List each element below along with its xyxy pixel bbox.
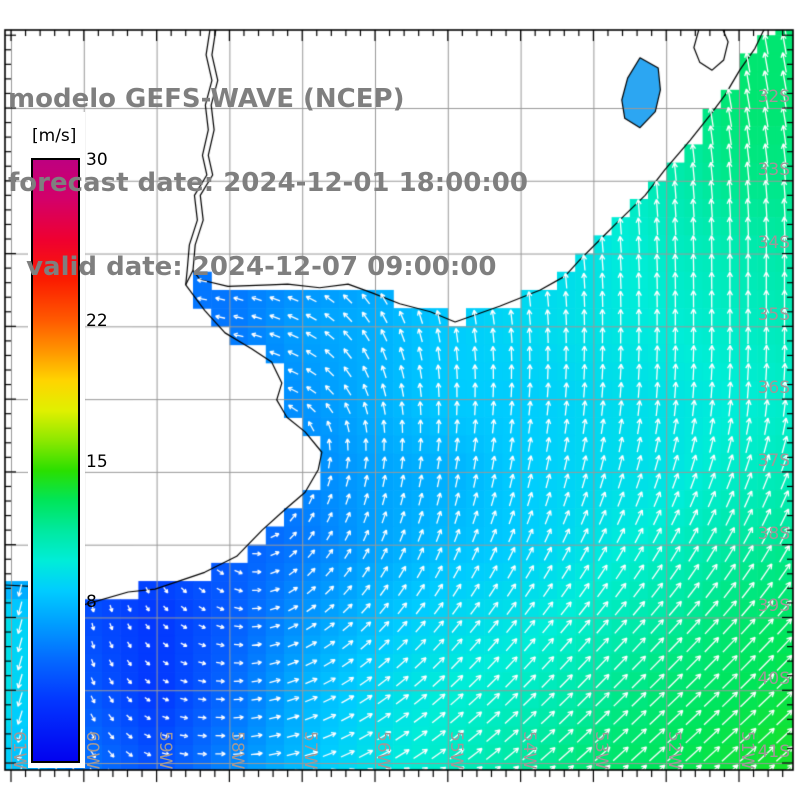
lon-label: 60W xyxy=(81,731,102,770)
lon-label: 61W xyxy=(9,731,29,770)
lat-label: 38S xyxy=(757,523,790,544)
colorbar-tick-label: 15 xyxy=(86,451,108,472)
colorbar-unit-label: [m/s] xyxy=(32,126,77,146)
lon-label: 51W xyxy=(737,731,757,770)
title-forecast-date: forecast date: 2024-12-01 18:00:00 xyxy=(8,168,528,198)
map-title: modelo GEFS-WAVE (NCEP) forecast date: 2… xyxy=(8,29,528,337)
title-valid-date: valid date: 2024-12-07 09:00:00 xyxy=(8,252,497,282)
lat-label: 36S xyxy=(757,378,790,399)
colorbar: [m/s] xyxy=(28,112,85,768)
colorbar-gradient xyxy=(31,158,80,763)
lat-label: 33S xyxy=(757,159,790,180)
lat-label: 32S xyxy=(757,87,790,107)
lon-label: 58W xyxy=(227,731,248,770)
lon-label: 52W xyxy=(664,731,685,770)
lat-label: 41S xyxy=(757,742,790,763)
lon-label: 56W xyxy=(373,731,393,770)
lat-label: 39S xyxy=(757,596,790,617)
lon-label: 59W xyxy=(154,731,175,770)
title-model-line: modelo GEFS-WAVE (NCEP) xyxy=(8,84,405,114)
lon-label: 55W xyxy=(445,731,466,770)
lat-label: 37S xyxy=(757,450,790,471)
lon-label: 53W xyxy=(591,731,612,770)
lat-label: 40S xyxy=(757,669,790,690)
lon-label: 54W xyxy=(518,731,539,770)
lon-label: 57W xyxy=(300,731,321,770)
lat-label: 34S xyxy=(757,232,790,253)
colorbar-tick-label: 22 xyxy=(86,310,108,331)
colorbar-tick-label: 8 xyxy=(86,592,97,613)
colorbar-tick-label: 30 xyxy=(86,150,108,170)
lat-label: 35S xyxy=(757,305,790,326)
